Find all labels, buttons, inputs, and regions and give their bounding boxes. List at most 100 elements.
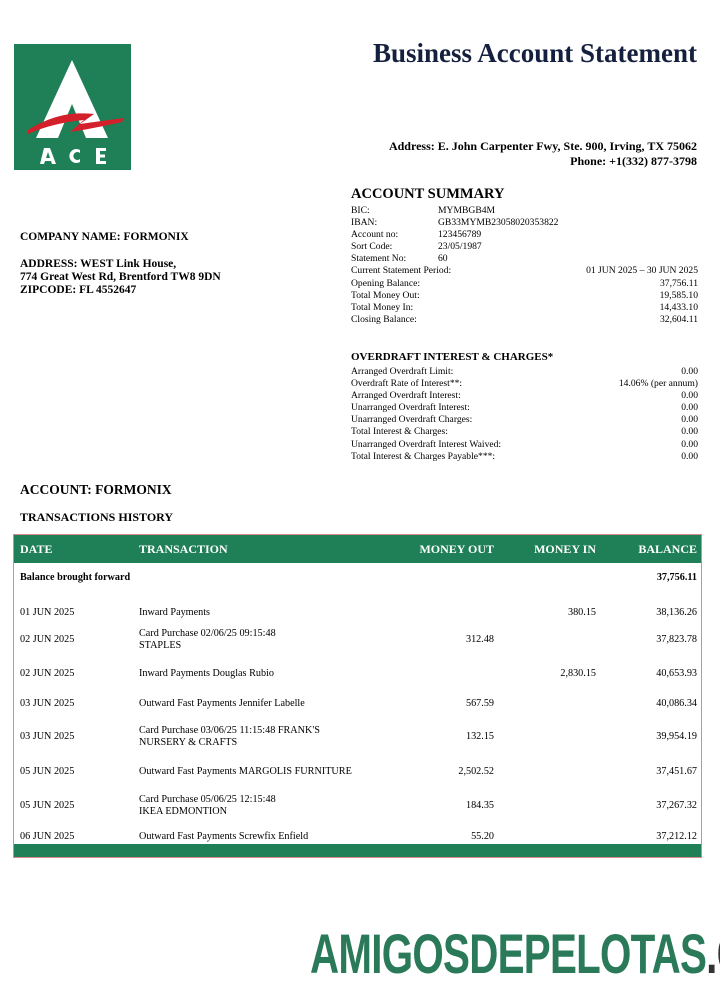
summary-row: BIC: MYMBGB4M <box>351 205 698 217</box>
row-value: 23/05/1987 <box>438 241 482 253</box>
summary-row: Closing Balance: 32,604.11 <box>351 314 698 326</box>
money-out-cell: 312.48 <box>465 634 494 645</box>
transaction-cell-line2: IKEA EDMONTION <box>139 806 227 817</box>
account-summary: ACCOUNT SUMMARY BIC: MYMBGB4M IBAN: GB33MYM… <box>351 186 698 326</box>
date-cell: 03 JUN 2025 <box>20 698 75 709</box>
bank-address: Address: E. John Carpenter Fwy, Ste. 900… <box>388 139 697 153</box>
balance-cell: 39,954.19 <box>656 731 697 742</box>
transaction-cell: Inward Payments Douglas Rubio <box>139 668 389 680</box>
summary-row: Current Statement Period: 01 JUN 2025 – 3… <box>351 265 698 277</box>
page-title: Business Account Statement <box>372 38 697 68</box>
row-value: 19,585.10 <box>659 289 698 301</box>
date-cell: 02 JUN 2025 <box>20 668 75 679</box>
row-value: 14,433.10 <box>659 301 698 313</box>
address-line2: 774 Great West Rd, Brentford TW8 9DN <box>20 271 221 283</box>
transaction-cell-line2: STAPLES <box>139 640 182 651</box>
ace-logo <box>14 44 131 170</box>
table-header: DATE TRANSACTION MONEY OUT MONEY IN BALA… <box>14 535 701 563</box>
row-value: 01 JUN 2025 – 30 JUN 2025 <box>586 265 698 277</box>
row-label: Unarranged Overdraft Interest: <box>351 402 470 414</box>
transaction-cell-line1: Outward Fast Payments MARGOLIS FURNITURE <box>139 766 352 777</box>
row-value: 0.00 <box>681 402 698 414</box>
money-in-cell: 380.15 <box>567 607 596 618</box>
table-row: 03 JUN 2025 Outward Fast Payments Jennife… <box>14 698 701 710</box>
table-row: 02 JUN 2025 Inward Payments Douglas Rubio… <box>14 668 701 680</box>
table-row: 05 JUN 2025 Card Purchase 05/06/25 12:15:… <box>14 794 701 818</box>
summary-row: Statement No: 60 <box>351 253 698 265</box>
watermark: AMIGOSDEPELOTAS.COM <box>310 922 720 986</box>
table-footer <box>14 844 701 857</box>
summary-row: Total Interest & Charges: 0.00 <box>351 426 698 438</box>
row-label: BIC: <box>351 205 370 216</box>
row-value: 0.00 <box>681 390 698 402</box>
brought-forward-label: Balance brought forward <box>20 572 131 583</box>
history-label: TRANSACTIONS HISTORY <box>20 510 174 524</box>
row-label: Closing Balance: <box>351 313 417 325</box>
transaction-cell-line1: Card Purchase 02/06/25 09:15:48 <box>139 628 276 639</box>
transaction-cell: Card Purchase 03/06/25 11:15:48 FRANK'S N… <box>139 725 389 749</box>
row-label: Opening Balance: <box>351 277 420 289</box>
summary-row: IBAN: GB33MYMB23058020353822 <box>351 217 698 229</box>
table-row: 03 JUN 2025 Card Purchase 03/06/25 11:15:… <box>14 725 701 749</box>
transaction-cell-line1: Outward Fast Payments Screwfix Enfield <box>139 831 309 842</box>
date-cell: 06 JUN 2025 <box>20 831 75 842</box>
date-cell: 05 JUN 2025 <box>20 766 75 777</box>
date-cell: 05 JUN 2025 <box>20 800 75 811</box>
row-value: 0.00 <box>681 438 698 450</box>
header-transaction: TRANSACTION <box>139 542 228 556</box>
row-value: 14.06% (per annum) <box>618 378 698 390</box>
date-cell: 02 JUN 2025 <box>20 634 75 645</box>
address-line1: ADDRESS: WEST Link House, <box>20 258 177 270</box>
row-value: 0.00 <box>681 426 698 438</box>
date-cell: 03 JUN 2025 <box>20 731 75 742</box>
overdraft-section: OVERDRAFT INTEREST & CHARGES* Arranged O… <box>351 351 698 463</box>
row-label: Sort Code: <box>351 241 393 253</box>
summary-row: Arranged Overdraft Interest: 0.00 <box>351 390 698 402</box>
row-value: 0.00 <box>681 366 698 377</box>
transaction-cell-line1: Card Purchase 05/06/25 12:15:48 <box>139 794 276 805</box>
row-label: Overdraft Rate of Interest**: <box>351 378 463 390</box>
row-label: Total Interest & Charges Payable***: <box>351 450 496 462</box>
summary-row: Total Interest & Charges Payable***: 0.00 <box>351 451 698 463</box>
summary-row: Total Money In: 14,433.10 <box>351 302 698 314</box>
summary-row: Overdraft Rate of Interest**: 14.06% (per… <box>351 378 698 390</box>
row-label: Arranged Overdraft Limit: <box>351 366 454 377</box>
table-row: 06 JUN 2025 Outward Fast Payments Screwfi… <box>14 831 701 843</box>
row-label: Total Interest & Charges: <box>351 426 448 438</box>
watermark-main: AMIGOSDEPELOTAS <box>310 922 707 985</box>
table-row: 01 JUN 2025 Inward Payments 380.15 38,136.2… <box>14 607 701 619</box>
summary-row: Opening Balance: 37,756.11 <box>351 278 698 290</box>
row-label: Total Money In: <box>351 301 414 313</box>
balance-cell: 37,451.67 <box>656 766 697 777</box>
company-name: COMPANY NAME: FORMONIX <box>20 231 189 243</box>
summary-row: Unarranged Overdraft Interest: 0.00 <box>351 402 698 414</box>
summary-row: Unarranged Overdraft Interest Waived: 0.0… <box>351 439 698 451</box>
zipcode: ZIPCODE: FL 4552647 <box>20 284 137 296</box>
bank-phone: Phone: +1(332) 877-3798 <box>570 154 697 168</box>
transaction-cell: Card Purchase 05/06/25 12:15:48 IKEA EDMO… <box>139 794 389 818</box>
balance-cell: 37,212.12 <box>656 831 697 842</box>
money-out-cell: 132.15 <box>465 731 494 742</box>
balance-cell: 37,267.32 <box>656 800 697 811</box>
row-value: 123456789 <box>438 229 482 241</box>
money-out-cell: 567.59 <box>465 698 494 709</box>
money-out-cell: 2,502.52 <box>458 766 494 777</box>
transaction-cell: Inward Payments <box>139 607 389 619</box>
money-out-cell: 184.35 <box>465 800 494 811</box>
table-row: 02 JUN 2025 Card Purchase 02/06/25 09:15:… <box>14 628 701 652</box>
row-label: Statement No: <box>351 253 407 265</box>
brought-forward-row: Balance brought forward 37,756.11 <box>14 572 701 584</box>
money-in-cell: 2,830.15 <box>560 668 596 679</box>
transaction-cell-line2: NURSERY & CRAFTS <box>139 737 238 748</box>
balance-cell: 40,086.34 <box>656 698 697 709</box>
balance-cell: 40,653.93 <box>656 668 697 679</box>
row-value: 0.00 <box>681 414 698 426</box>
row-label: Arranged Overdraft Interest: <box>351 390 461 402</box>
transaction-cell-line1: Inward Payments <box>139 607 211 618</box>
row-label: IBAN: <box>351 217 378 229</box>
transaction-cell: Card Purchase 02/06/25 09:15:48 STAPLES <box>139 628 389 652</box>
transaction-cell-line1: Outward Fast Payments Jennifer Labelle <box>139 698 305 709</box>
summary-row: Arranged Overdraft Limit: 0.00 <box>351 366 698 378</box>
header-balance: BALANCE <box>638 542 697 556</box>
